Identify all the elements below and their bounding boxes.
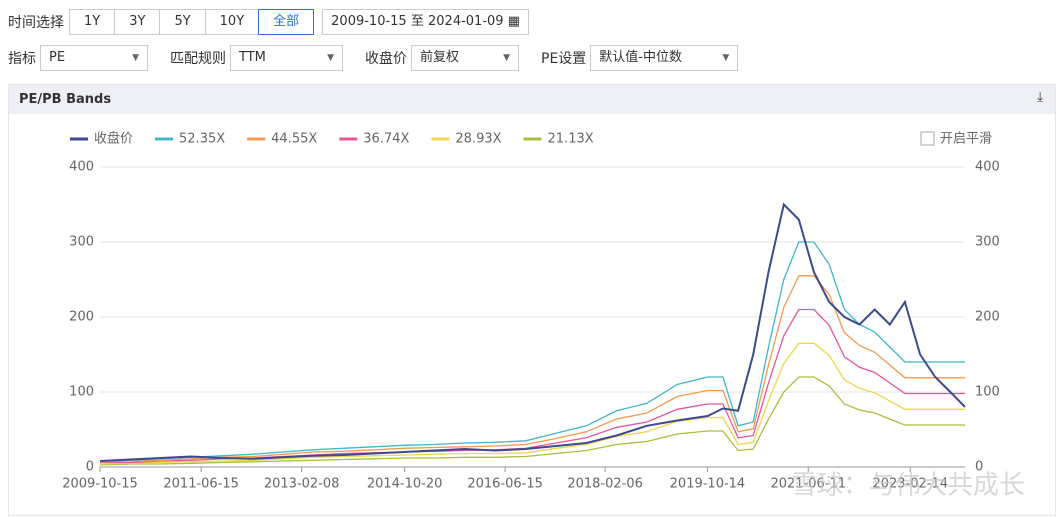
smooth-checkbox[interactable]: [920, 131, 935, 146]
select-label: 指标: [8, 51, 36, 67]
select[interactable]: 前复权 ▼: [411, 45, 519, 71]
y2-tick-label: 200: [975, 310, 1000, 325]
x-tick-label: 2011-06-15: [163, 477, 239, 492]
select-arrow: ▼: [327, 53, 334, 63]
select[interactable]: TTM ▼: [230, 45, 343, 71]
panel-title: PE/PB Bands: [9, 85, 1055, 114]
x-tick-label: 2016-06-15: [467, 477, 543, 492]
select-value: PE: [49, 50, 66, 65]
x-tick-label: 2019-10-14: [670, 477, 746, 492]
select-arrow: ▼: [132, 53, 139, 63]
legend-label[interactable]: 36.74X: [363, 132, 409, 147]
watermark: 雪球：与伟大共成长: [791, 471, 1025, 501]
y2-tick-label: 100: [975, 385, 1000, 400]
legend-label[interactable]: 21.13X: [548, 132, 594, 147]
select[interactable]: 默认值-中位数 ▼: [590, 45, 739, 71]
y2-tick-label: 400: [975, 160, 1000, 175]
select-value: 前复权: [420, 50, 460, 65]
range-button[interactable]: 10Y: [204, 9, 260, 35]
y-tick-label: 400: [69, 160, 94, 175]
series-line: [99, 202, 966, 462]
smooth-label: 开启平滑: [940, 132, 992, 147]
select-row: 指标 PE ▼ 匹配规则 TTM ▼ 收盘价 前复权 ▼ PE设置 默认值-中位数 ▼: [8, 44, 760, 72]
y-tick-label: 200: [69, 310, 94, 325]
range-button[interactable]: 全部: [258, 9, 315, 35]
select-label: 收盘价: [365, 51, 407, 67]
y2-tick-label: 0: [975, 460, 983, 475]
legend-label[interactable]: 52.35X: [179, 132, 225, 147]
series-line: [99, 342, 965, 465]
y-tick-label: 300: [69, 235, 94, 250]
select-value: TTM: [239, 50, 266, 65]
select-label: PE设置: [541, 51, 587, 67]
series-line: [99, 241, 965, 462]
download-icon[interactable]: ⤓: [1037, 90, 1043, 105]
x-tick-label: 2018-02-06: [567, 477, 643, 492]
select-arrow: ▼: [722, 53, 730, 63]
x-tick-label: 2021-06-11: [770, 477, 846, 492]
legend-label[interactable]: 44.55X: [271, 132, 317, 147]
select-arrow: ▼: [503, 53, 510, 63]
x-tick-label: 2023-02-14: [872, 477, 948, 492]
series-line: [99, 275, 965, 463]
time-row: 时间选择 1Y 3Y 5Y 10Y 全部 2009-10-15 至 2024-01-09…: [8, 8, 529, 36]
time-label: 时间选择: [8, 15, 64, 31]
date-sep: 至: [410, 14, 424, 29]
select[interactable]: PE ▼: [40, 45, 148, 71]
date-range[interactable]: 2009-10-15 至 2024-01-09 ▦: [322, 9, 529, 35]
x-tick-label: 2014-10-20: [367, 477, 443, 492]
select-value: 默认值-中位数: [599, 50, 682, 65]
date-end: 2024-01-09: [428, 14, 504, 29]
select-label: 匹配规则: [170, 51, 226, 67]
date-start: 2009-10-15: [331, 14, 407, 29]
y-tick-label: 100: [69, 385, 94, 400]
chart-panel: PE/PB Bands ⤓: [8, 84, 1056, 516]
y2-tick-label: 300: [975, 235, 1000, 250]
y-tick-label: 0: [86, 460, 94, 475]
legend-label[interactable]: 收盘价: [94, 131, 133, 147]
x-tick-label: 2009-10-15: [62, 477, 138, 492]
range-group: 1Y 3Y 5Y 10Y 全部: [69, 9, 315, 35]
series-line: [99, 376, 965, 466]
legend-label[interactable]: 28.93X: [455, 132, 501, 147]
x-tick-label: 2013-02-08: [264, 477, 340, 492]
range-button[interactable]: 5Y: [159, 9, 206, 35]
